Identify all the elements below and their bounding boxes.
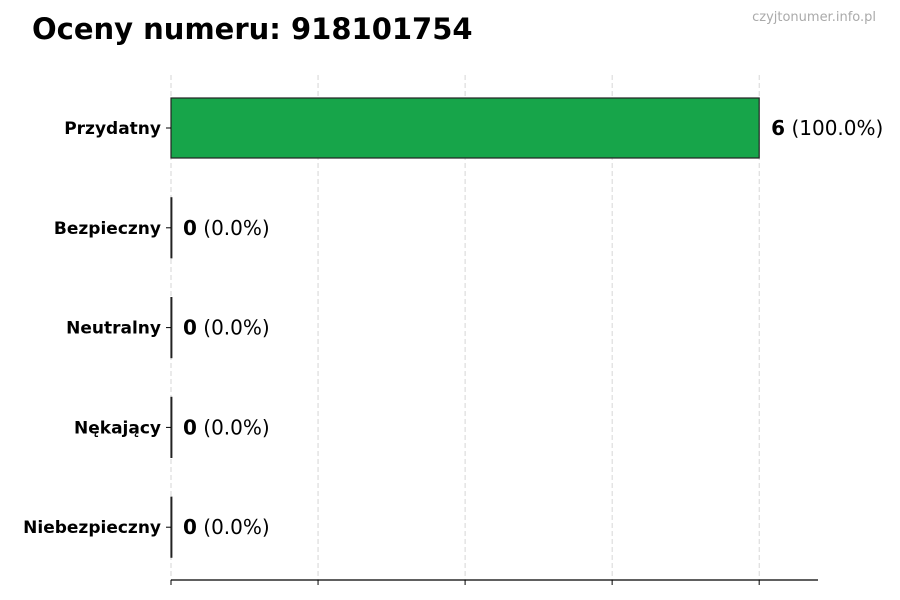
data-label: 0 (0.0%) bbox=[183, 515, 270, 539]
y-tick-label: Bezpieczny bbox=[54, 219, 161, 239]
data-label-percent: (0.0%) bbox=[197, 515, 270, 539]
bar bbox=[170, 297, 173, 359]
y-tick-label: Neutralny bbox=[66, 319, 161, 339]
data-label-count: 0 bbox=[183, 415, 197, 439]
data-label: 0 (0.0%) bbox=[183, 415, 270, 439]
data-label-count: 6 bbox=[771, 116, 785, 140]
data-label: 0 (0.0%) bbox=[183, 316, 270, 340]
data-label-count: 0 bbox=[183, 515, 197, 539]
data-label-percent: (0.0%) bbox=[197, 415, 270, 439]
chart-title: Oceny numeru: 918101754 bbox=[32, 12, 473, 46]
y-tick-label: Niebezpieczny bbox=[23, 518, 161, 538]
data-label-percent: (0.0%) bbox=[197, 316, 270, 340]
data-label-count: 0 bbox=[183, 216, 197, 240]
y-tick-label: Nękający bbox=[74, 418, 161, 438]
bar bbox=[170, 496, 173, 558]
data-label: 0 (0.0%) bbox=[183, 216, 270, 240]
data-label-percent: (100.0%) bbox=[785, 116, 883, 140]
bar bbox=[170, 97, 760, 159]
data-label-percent: (0.0%) bbox=[197, 216, 270, 240]
y-tick-label: Przydatny bbox=[64, 119, 161, 139]
data-label: 6 (100.0%) bbox=[771, 116, 883, 140]
watermark: czyjtonumer.info.pl bbox=[752, 10, 876, 25]
bar bbox=[170, 396, 173, 458]
data-label-count: 0 bbox=[183, 316, 197, 340]
bar bbox=[170, 197, 173, 259]
